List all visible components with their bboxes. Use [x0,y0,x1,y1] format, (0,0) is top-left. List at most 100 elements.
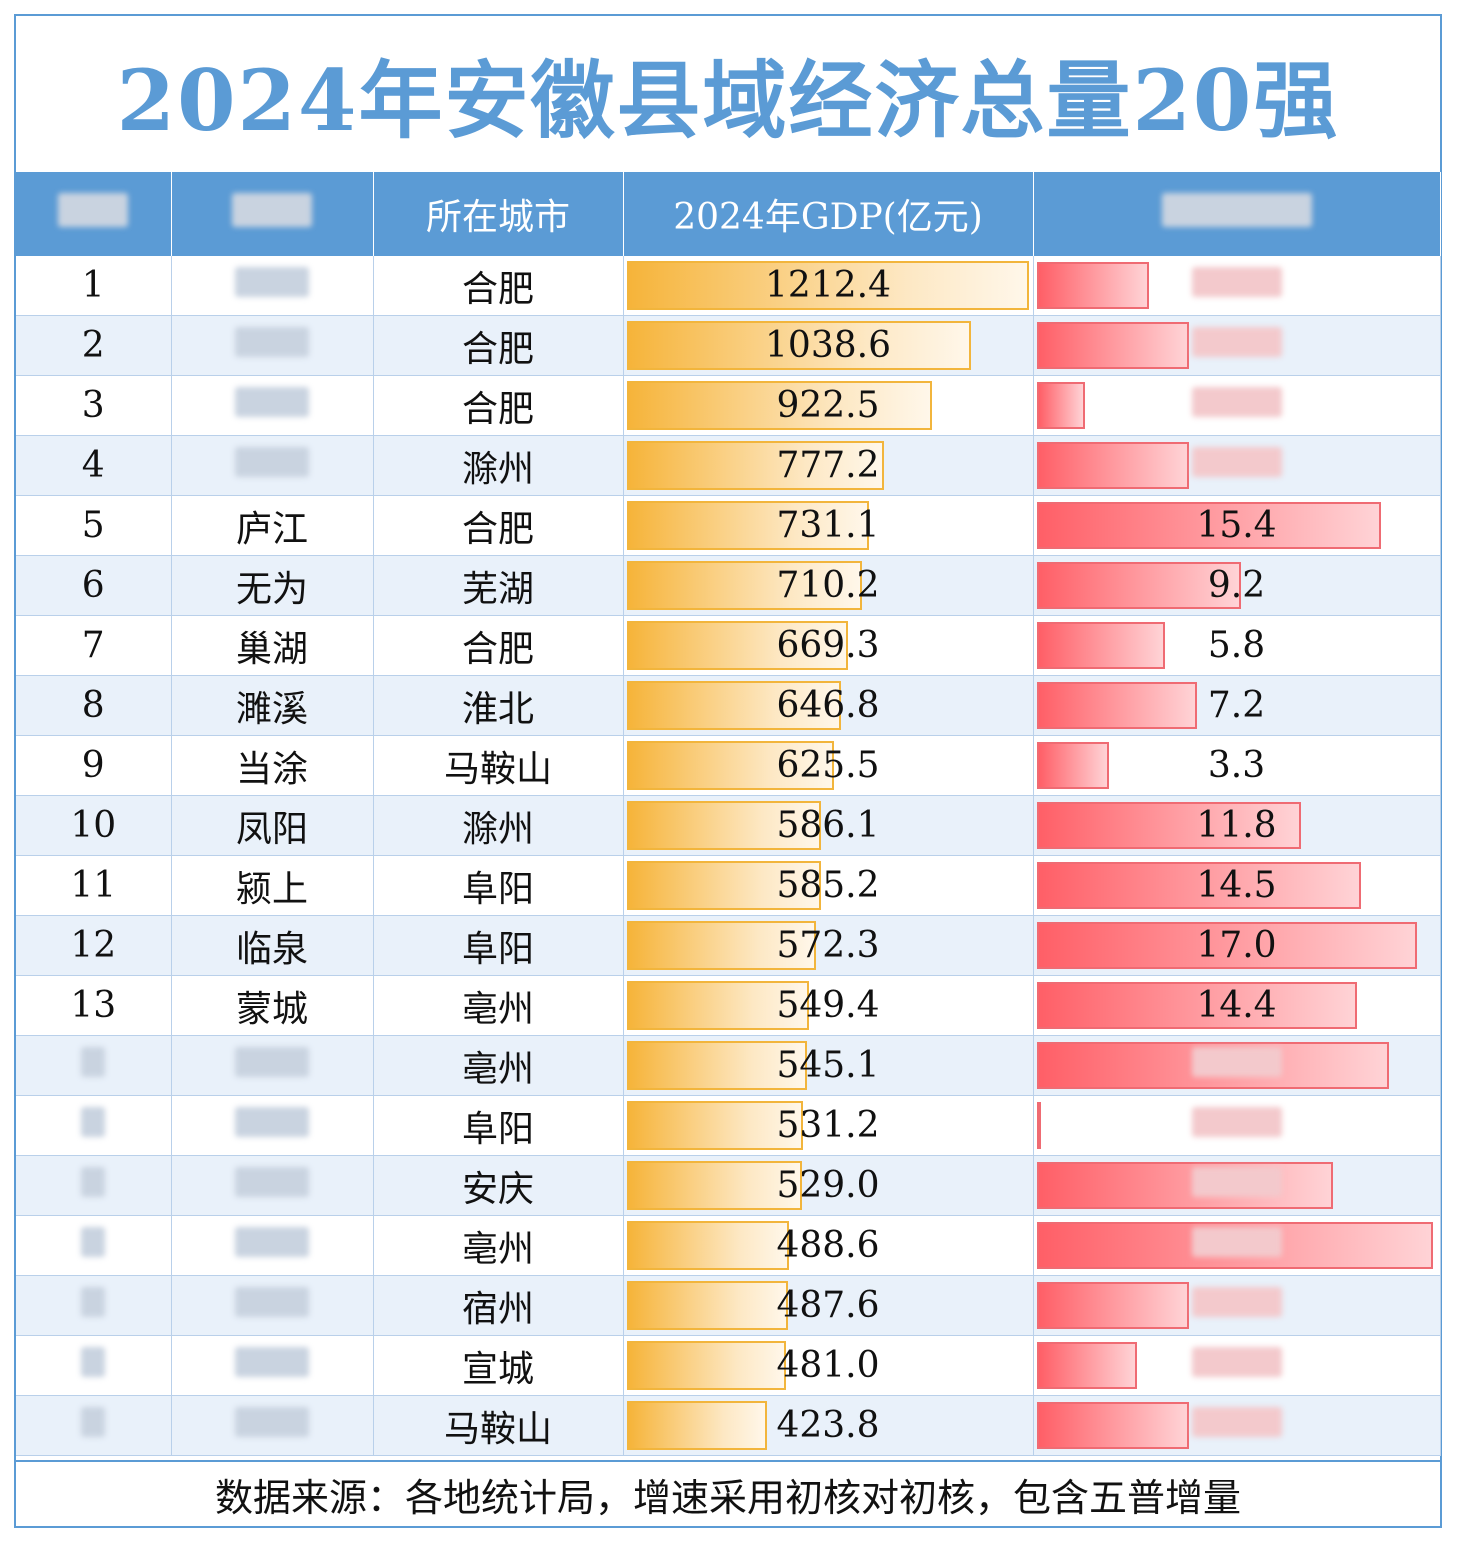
table-row: 10 凤阳 滁州 586.1 11.8 [16,795,1441,856]
growth-bar [1036,1162,1333,1209]
gdp-value: 585.2 [776,865,880,906]
gdp-value: 572.3 [776,925,880,966]
county-cell: 无为 [171,555,374,616]
table-row: 4 滁州 777.2 [16,435,1441,496]
gdp-value: 545.1 [776,1045,880,1086]
growth-bar [1036,742,1109,789]
table-row: 8 濉溪 淮北 646.8 7.2 [16,675,1441,736]
table-row: 13 蒙城 亳州 549.4 14.4 [16,975,1441,1036]
growth-cell: 3.3 [1033,735,1441,796]
growth-cell: 17.0 [1033,915,1441,976]
rank-cell: 8 [16,675,172,736]
gdp-cell: 922.5 [623,375,1034,436]
gdp-cell: 731.1 [623,495,1034,556]
county-cell: 庐江 [171,495,374,556]
gdp-bar [626,441,885,490]
gdp-cell: 487.6 [623,1275,1034,1336]
county-cell: 临泉 [171,915,374,976]
city-cell: 阜阳 [373,915,624,976]
redacted-county [235,1287,309,1317]
gdp-value: 488.6 [776,1225,880,1266]
gdp-bar [626,1161,802,1210]
gdp-value: 1038.6 [765,325,891,366]
city-cell: 马鞍山 [373,1395,624,1456]
gdp-value: 529.0 [776,1165,880,1206]
gdp-bar [626,561,862,610]
growth-cell: 14.4 [1033,975,1441,1036]
county-cell [171,375,374,436]
table-row: 9 当涂 马鞍山 625.5 3.3 [16,735,1441,796]
header-county [171,172,374,256]
table-row: 宿州 487.6 [16,1275,1441,1336]
table-row: 亳州 545.1 [16,1035,1441,1096]
ranking-table: 所在城市 2024年GDP(亿元) 1 合肥 1212.4 2 合肥 1038.6 3 合肥 9… [16,172,1441,1456]
rank-cell: 2 [16,315,172,376]
table-row: 3 合肥 922.5 [16,375,1441,436]
city-cell: 阜阳 [373,1095,624,1156]
growth-value: 3.3 [1207,745,1266,786]
city-cell: 马鞍山 [373,735,624,796]
redacted-county [235,1107,309,1137]
redacted-county [235,1167,309,1197]
gdp-value: 710.2 [776,565,880,606]
gdp-value: 777.2 [776,445,880,486]
source-note: 数据来源：各地统计局，增速采用初核对初核，包含五普增量 [16,1460,1440,1526]
redacted-rank [81,1347,106,1377]
redacted-county [235,447,309,477]
gdp-bar [626,501,869,550]
city-cell: 宿州 [373,1275,624,1336]
city-cell: 合肥 [373,256,624,316]
table-row: 阜阳 531.2 [16,1095,1441,1156]
gdp-bar [626,261,1029,310]
gdp-cell: 423.8 [623,1395,1034,1456]
county-cell [171,1035,374,1096]
redacted-growth [1191,447,1282,477]
gdp-value: 669.3 [776,625,880,666]
table-header-row: 所在城市 2024年GDP(亿元) [16,172,1441,256]
city-cell: 宣城 [373,1335,624,1396]
rank-cell: 5 [16,495,172,556]
redacted-county [235,1407,309,1437]
growth-cell: 9.2 [1033,555,1441,616]
table-row: 亳州 488.6 [16,1215,1441,1276]
table-row: 2 合肥 1038.6 [16,315,1441,376]
gdp-value: 1212.4 [765,265,891,306]
gdp-bar [626,921,817,970]
gdp-value: 646.8 [776,685,880,726]
redacted-county [235,267,309,297]
redacted-growth [1191,1407,1282,1437]
redacted-growth [1191,267,1282,297]
gdp-value: 625.5 [776,745,880,786]
city-cell: 合肥 [373,315,624,376]
header-growth [1033,172,1441,256]
page-title: 2024年安徽县域经济总量20强 [116,50,1340,150]
county-cell [171,1095,374,1156]
redacted-rank [81,1107,106,1137]
county-cell: 濉溪 [171,675,374,736]
gdp-cell: 1038.6 [623,315,1034,376]
redacted-rank [81,1407,106,1437]
report-frame: 2024年安徽县域经济总量20强 所在城市 2024年GDP(亿元) 1 合肥 12… [14,14,1442,1528]
redacted-rank [81,1287,106,1317]
rank-cell [16,1395,172,1456]
growth-bar [1036,1342,1137,1389]
city-cell: 芜湖 [373,555,624,616]
growth-cell [1033,1095,1441,1156]
growth-cell: 7.2 [1033,675,1441,736]
redacted-rank [81,1167,106,1197]
growth-value: 15.4 [1196,505,1277,546]
gdp-bar [626,1041,808,1090]
gdp-bar [626,1101,803,1150]
gdp-value: 487.6 [776,1285,880,1326]
growth-value: 9.2 [1207,565,1266,606]
gdp-value: 922.5 [776,385,880,426]
growth-bar [1036,382,1085,429]
county-cell [171,435,374,496]
gdp-bar [626,621,849,670]
redacted-growth [1191,1047,1282,1077]
redacted-county [235,1347,309,1377]
growth-cell [1033,375,1441,436]
rank-cell [16,1335,172,1396]
redacted-rank [81,1227,106,1257]
gdp-bar [626,1221,789,1270]
